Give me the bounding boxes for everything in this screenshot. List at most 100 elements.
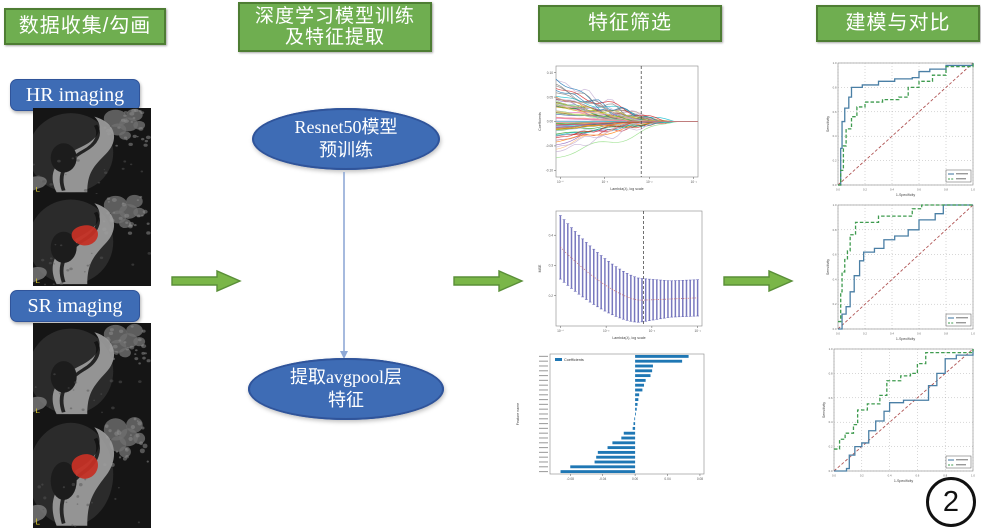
avgpool-node-line1: 提取avgpool层	[290, 366, 402, 387]
svg-text:0.3: 0.3	[549, 264, 554, 268]
svg-text:10⁻²: 10⁻²	[646, 180, 652, 184]
resnet50-node-line2: 预训练	[319, 140, 373, 160]
svg-text:0.4: 0.4	[833, 134, 837, 138]
svg-text:1.0: 1.0	[833, 61, 837, 65]
step3-header-label: 特征筛选	[588, 12, 672, 35]
svg-text:1-Specificity: 1-Specificity	[896, 337, 916, 341]
svg-text:0.04: 0.04	[664, 477, 670, 481]
lasso-coefficient-path-plot: -0.10 -0.05 0.00 0.05 0.10 10⁻⁴ 10⁻³ 10⁻² 10⁻¹ Co…	[536, 60, 704, 192]
roc-plot-3: 0.00.0 0.2 0.2 0.4 0.4 0.6 0.6 0.8 0.8 1.0 1.0 Sens…	[820, 344, 978, 484]
svg-text:Sensitivity: Sensitivity	[822, 402, 826, 418]
lasso-cv-mse-plot: 0.2 0.3 0.4 10⁻⁴ 10⁻³ 10⁻² 10⁻¹ MSE Lambda(λ), l…	[536, 203, 708, 341]
svg-text:L: L	[35, 518, 40, 527]
step2-header-line2: 及特征提取	[284, 27, 385, 48]
svg-text:10⁻³: 10⁻³	[602, 180, 608, 184]
svg-text:0.2: 0.2	[833, 302, 837, 306]
svg-text:0.00: 0.00	[632, 477, 638, 481]
hr-imaging-text: HR imaging	[25, 83, 125, 106]
svg-text:0.4: 0.4	[833, 277, 837, 281]
hr-mri-image-segmented: L	[33, 194, 151, 286]
hr-mri-image-plain: L	[33, 108, 151, 194]
svg-text:1-Specificity: 1-Specificity	[894, 479, 914, 483]
step1-header-label: 数据收集/勾画	[18, 15, 152, 38]
svg-text:10⁻¹: 10⁻¹	[694, 329, 700, 333]
figure-number-text: 2	[942, 485, 960, 518]
svg-text:1.0: 1.0	[833, 203, 837, 207]
step1-header: 数据收集/勾画	[4, 8, 166, 45]
flow-arrow-1	[171, 269, 242, 293]
sr-mri-image-plain: L	[33, 323, 151, 416]
svg-text:0.6: 0.6	[833, 110, 837, 114]
svg-text:0.6: 0.6	[829, 396, 833, 400]
svg-text:Sensitivity: Sensitivity	[826, 116, 830, 132]
hr-imaging-label: HR imaging	[10, 79, 140, 111]
step2-header: 深度学习模型训练 及特征提取	[238, 2, 432, 52]
svg-text:0.8: 0.8	[943, 474, 947, 478]
sr-imaging-text: SR imaging	[27, 294, 123, 317]
roc-plot-1: 0.00.0 0.2 0.2 0.4 0.4 0.6 0.6 0.8 0.8 1.0 1.0 Sens…	[824, 58, 978, 198]
svg-text:0.6: 0.6	[917, 332, 921, 336]
roc-plot-2: 0.00.0 0.2 0.2 0.4 0.4 0.6 0.6 0.8 0.8 1.0 1.0 Sens…	[824, 200, 978, 342]
step3-header: 特征筛选	[538, 5, 722, 42]
svg-text:0.6: 0.6	[915, 474, 919, 478]
connector-arrow	[340, 172, 348, 359]
svg-text:0.0: 0.0	[829, 469, 833, 473]
svg-text:0.2: 0.2	[863, 188, 867, 192]
svg-text:-0.08: -0.08	[567, 477, 574, 481]
svg-text:Sensitivity: Sensitivity	[826, 259, 830, 275]
svg-text:0.2: 0.2	[833, 159, 837, 163]
svg-text:-0.04: -0.04	[599, 477, 606, 481]
svg-text:0.2: 0.2	[860, 474, 864, 478]
feature-coefficient-bar-plot: Coefficients -0.08 -0.04 0.00 0.04 0.08 Featur…	[514, 350, 712, 488]
step4-header: 建模与对比	[816, 5, 980, 42]
flow-arrow-2	[453, 269, 524, 293]
avgpool-node-line2: 特征	[328, 390, 364, 410]
svg-text:10⁻³: 10⁻³	[603, 329, 609, 333]
svg-text:1.0: 1.0	[829, 347, 833, 351]
sr-mri-image-segmented: L	[33, 416, 151, 528]
svg-text:Coefficients: Coefficients	[538, 112, 542, 131]
avgpool-extract-node: 提取avgpool层 特征	[248, 358, 444, 420]
svg-text:0.0: 0.0	[833, 183, 837, 187]
svg-text:L: L	[35, 186, 40, 193]
svg-text:-0.05: -0.05	[546, 144, 553, 148]
svg-text:0.8: 0.8	[944, 332, 948, 336]
svg-text:1.0: 1.0	[971, 332, 975, 336]
svg-text:0.8: 0.8	[833, 228, 837, 232]
svg-text:1.0: 1.0	[971, 188, 975, 192]
svg-text:0.08: 0.08	[697, 477, 703, 481]
svg-text:Coefficients: Coefficients	[564, 358, 584, 362]
svg-text:0.0: 0.0	[836, 332, 840, 336]
svg-text:0.4: 0.4	[890, 188, 894, 192]
svg-text:10⁻⁴: 10⁻⁴	[557, 329, 564, 333]
svg-text:0.4: 0.4	[829, 420, 833, 424]
resnet50-pretrain-node: Resnet50模型 预训练	[252, 108, 440, 170]
svg-text:10⁻¹: 10⁻¹	[691, 180, 697, 184]
resnet50-node-line1: Resnet50模型	[294, 116, 398, 137]
svg-text:0.0: 0.0	[833, 327, 837, 331]
svg-text:0.0: 0.0	[832, 474, 836, 478]
svg-text:0.4: 0.4	[890, 332, 894, 336]
svg-text:0.10: 0.10	[547, 71, 553, 75]
svg-text:0.2: 0.2	[549, 294, 554, 298]
svg-text:L: L	[35, 277, 40, 285]
svg-text:10⁻²: 10⁻²	[649, 329, 655, 333]
svg-text:10⁻⁴: 10⁻⁴	[557, 180, 564, 184]
svg-text:0.0: 0.0	[836, 188, 840, 192]
svg-text:-0.10: -0.10	[546, 169, 553, 173]
sr-imaging-label: SR imaging	[10, 290, 140, 322]
svg-text:0.8: 0.8	[944, 188, 948, 192]
svg-text:Feature name: Feature name	[516, 403, 520, 425]
step4-header-label: 建模与对比	[845, 12, 951, 35]
svg-text:0.6: 0.6	[917, 188, 921, 192]
figure-number-badge: 2	[926, 477, 976, 527]
svg-text:0.6: 0.6	[833, 253, 837, 257]
svg-text:0.2: 0.2	[863, 332, 867, 336]
svg-text:L: L	[35, 407, 40, 415]
step2-header-line1: 深度学习模型训练	[254, 5, 415, 27]
flow-arrow-3	[723, 269, 794, 293]
svg-text:0.8: 0.8	[829, 371, 833, 375]
svg-text:Lambda(λ), log scale: Lambda(λ), log scale	[612, 336, 645, 340]
svg-text:1-Specificity: 1-Specificity	[896, 193, 916, 197]
